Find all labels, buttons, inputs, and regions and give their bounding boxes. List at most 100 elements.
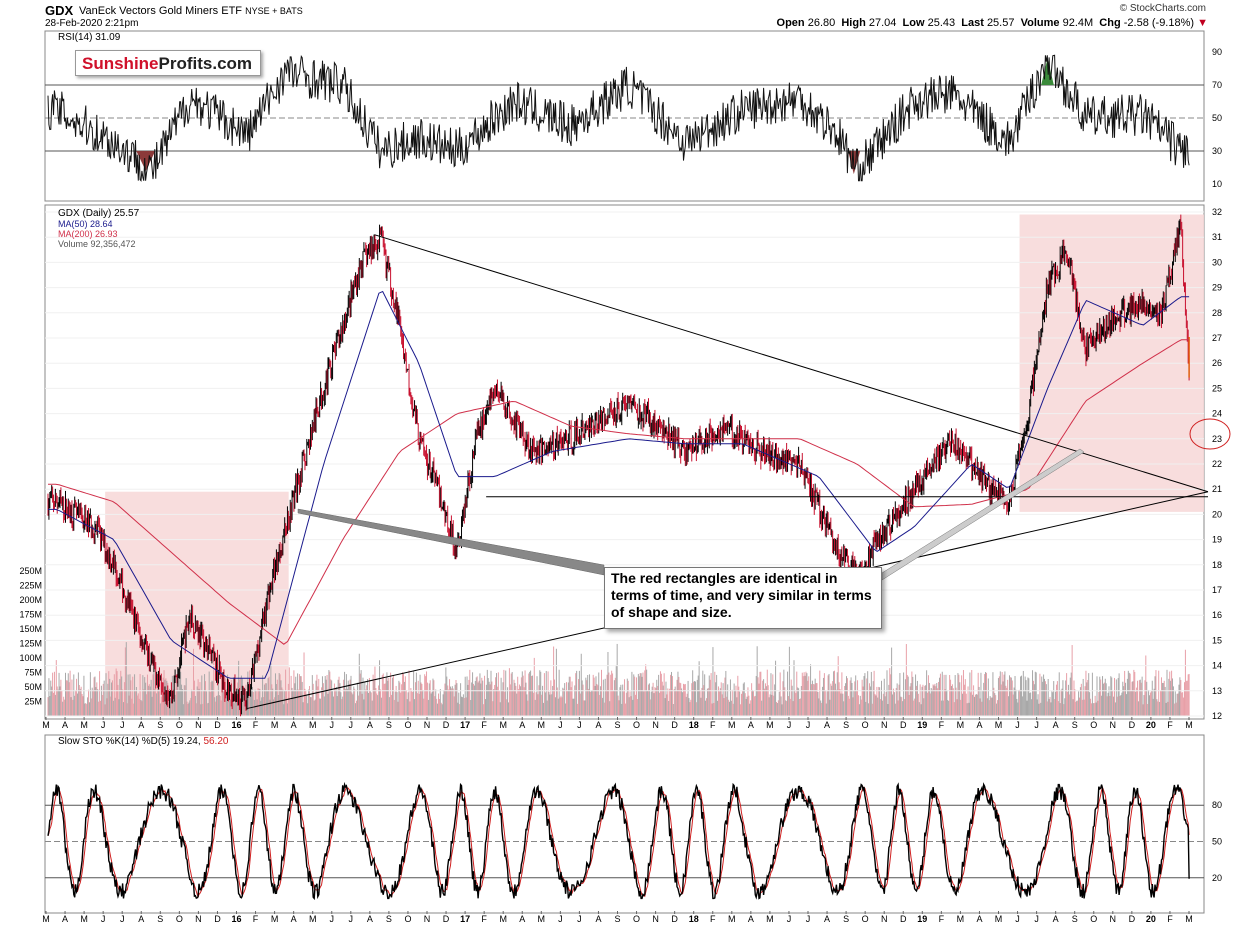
stoch-label: Slow STO %K(14) %D(5) 19.24, 56.20 xyxy=(58,736,229,747)
stoch-k-line xyxy=(47,781,1190,901)
volume-tick-label: 125M xyxy=(19,639,42,649)
x-axis-label: F xyxy=(253,914,259,924)
rsi-tick-label: 30 xyxy=(1212,146,1222,156)
stoch-tick-label: 80 xyxy=(1212,800,1222,810)
x-axis-label: F xyxy=(710,720,716,730)
volume-tick-label: 50M xyxy=(24,682,42,692)
x-axis-label: N xyxy=(881,720,888,730)
x-axis-label: A xyxy=(595,720,601,730)
x-axis-label: A xyxy=(62,914,68,924)
price-tick-label: 23 xyxy=(1212,434,1222,444)
x-axis-label: M xyxy=(42,914,50,924)
x-axis-label: A xyxy=(824,720,830,730)
x-axis-label: O xyxy=(633,914,640,924)
volume-tick-label: 100M xyxy=(19,653,42,663)
x-axis-label: O xyxy=(862,914,869,924)
x-axis-label: J xyxy=(120,720,125,730)
sunshine-profits-logo: SunshineProfits.com xyxy=(75,50,261,76)
stoch-panel xyxy=(44,734,1205,914)
x-axis-label: J xyxy=(577,914,582,924)
rsi-ticks: 90 70 50 30 10 xyxy=(1212,47,1222,189)
x-axis-label: F xyxy=(710,914,716,924)
x-axis-label: M xyxy=(728,914,736,924)
x-axis-label: D xyxy=(1129,720,1136,730)
x-axis-label: S xyxy=(157,914,163,924)
rsi-oversold-fill-2 xyxy=(848,151,861,175)
x-axis-label: 20 xyxy=(1146,720,1156,730)
price-tick-label: 15 xyxy=(1212,635,1222,645)
x-axis-label: A xyxy=(367,720,373,730)
x-axis-label: N xyxy=(195,914,202,924)
x-axis-label: A xyxy=(748,914,754,924)
x-axis-label: N xyxy=(1110,720,1117,730)
x-axis-label: J xyxy=(558,720,563,730)
x-axis-label: F xyxy=(939,720,945,730)
volume-tick-label: 250M xyxy=(19,566,42,576)
x-axis-label: D xyxy=(443,914,450,924)
x-axis-label: M xyxy=(309,720,317,730)
security-name: VanEck Vectors Gold Miners ETF xyxy=(79,5,243,17)
x-axis-label: D xyxy=(900,914,907,924)
x-axis-label: M xyxy=(499,720,507,730)
x-axis-label: N xyxy=(652,914,659,924)
low-label: Low xyxy=(902,17,925,29)
x-axis-label: O xyxy=(1090,720,1097,730)
volume-label: Volume xyxy=(1020,17,1060,29)
rsi-tick-label: 90 xyxy=(1212,47,1222,57)
x-axis-label: M xyxy=(728,720,736,730)
x-axis-label: S xyxy=(843,720,849,730)
x-axis-label: S xyxy=(614,720,620,730)
price-tick-label: 29 xyxy=(1212,283,1222,293)
x-axis-label: M xyxy=(538,720,546,730)
trendlines xyxy=(247,234,1209,709)
x-axis-label: M xyxy=(538,914,546,924)
stoch-label-k: Slow STO %K(14) %D(5) 19.24, xyxy=(58,736,201,747)
x-axis-label: D xyxy=(900,720,907,730)
x-axis-label: F xyxy=(939,914,945,924)
x-axis-label: D xyxy=(214,914,221,924)
x-axis-label: A xyxy=(367,914,373,924)
volume-value: 92.4M xyxy=(1062,17,1094,29)
x-axis-label: M xyxy=(1185,720,1193,730)
x-axis-label: M xyxy=(957,914,965,924)
x-axis-label: 19 xyxy=(917,720,927,730)
x-axis-label: J xyxy=(349,914,354,924)
x-axis-label: A xyxy=(976,914,982,924)
x-axis-label: A xyxy=(291,914,297,924)
volume-tick-label: 25M xyxy=(24,697,42,707)
price-tick-label: 21 xyxy=(1212,484,1222,494)
x-axis-label: F xyxy=(253,720,259,730)
legend-price: GDX (Daily) 25.57 xyxy=(58,208,140,219)
last-label: Last xyxy=(961,17,984,29)
x-axis-label: J xyxy=(787,914,792,924)
x-axis-label: J xyxy=(101,720,106,730)
rsi-tick-label: 50 xyxy=(1212,113,1222,123)
x-axis-label: O xyxy=(1090,914,1097,924)
x-axis-label: M xyxy=(995,720,1003,730)
x-axis-label: S xyxy=(386,914,392,924)
x-axis-label: N xyxy=(424,914,431,924)
x-axis-label: A xyxy=(1053,720,1059,730)
volume-tick-label: 150M xyxy=(19,624,42,634)
x-axis-label: 18 xyxy=(689,720,699,730)
chart-date: 28-Feb-2020 2:21pm xyxy=(45,18,139,29)
price-tick-label: 22 xyxy=(1212,459,1222,469)
x-axis-label: 17 xyxy=(460,914,470,924)
ma50-line xyxy=(48,290,1190,679)
price-tick-label: 19 xyxy=(1212,535,1222,545)
x-axis-label: J xyxy=(1034,720,1039,730)
volume-tick-label: 200M xyxy=(19,595,42,605)
x-axis-label: O xyxy=(404,720,411,730)
volume-tick-label: 75M xyxy=(24,668,42,678)
x-axis-label: F xyxy=(481,914,487,924)
x-axis-label: 17 xyxy=(460,720,470,730)
stockcharts-credit: © StockCharts.com xyxy=(1119,3,1206,14)
x-axis-label: D xyxy=(443,720,450,730)
ticker-symbol: GDX xyxy=(45,3,74,18)
chg-value: -2.58 (-9.18%) xyxy=(1123,17,1195,29)
price-tick-label: 16 xyxy=(1212,610,1222,620)
x-axis-label: F xyxy=(1167,914,1173,924)
upper-trendline xyxy=(374,234,1209,493)
x-axis-label: M xyxy=(309,914,317,924)
